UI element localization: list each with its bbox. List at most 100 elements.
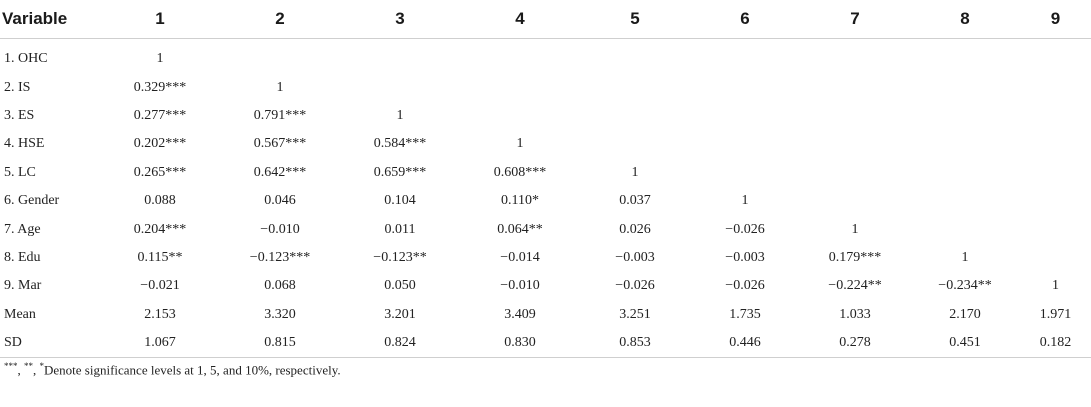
row-label: SD [0,328,100,359]
column-header-5: 5 [580,0,690,39]
table-cell [910,130,1020,158]
table-cell [1020,39,1091,74]
table-row: Mean 2.153 3.320 3.201 3.409 3.251 1.735 1.033 2… [0,301,1091,329]
table-row: 8. Edu 0.115** −0.123*** −0.123** −0.014 −0.0… [0,244,1091,272]
row-label: 6. Gender [4,193,60,209]
row-label: 8. Edu [4,249,41,265]
table-cell: 0.037 [619,193,651,209]
footnote-sup-3: * [39,361,45,371]
table-cell: 0.182 [1020,328,1091,359]
table-cell: 1 [156,51,164,67]
table-cell: 0.026 [619,221,651,237]
table-row: 3. ES 0.277*** 0.791*** 1 [0,102,1091,130]
table-cell: 0.567*** [253,136,307,152]
table-cell [580,73,690,101]
table-cell: 2.153 [144,306,176,322]
column-header-variable: Variable [0,0,100,39]
column-header-7: 7 [800,0,910,39]
table-cell [1020,130,1091,158]
table-cell [800,187,910,215]
table-cell: −0.010 [260,221,300,237]
table-cell: 1 [276,79,284,95]
footnote-sep-1: , [17,362,24,378]
row-label: 4. HSE [4,136,45,152]
table-cell [690,73,800,101]
table-cell: 2.170 [949,306,981,322]
row-label: 2. IS [4,79,31,95]
table-cell [690,130,800,158]
table-cell [690,159,800,187]
table-cell [910,39,1020,74]
row-label: 7. Age [4,221,41,237]
table-cell: 0.278 [800,328,910,359]
table-cell [690,102,800,130]
table-cell [340,73,460,101]
table-cell: 0.830 [460,328,580,359]
table-cell: −0.010 [500,278,540,294]
table-row: 7. Age 0.204*** −0.010 0.011 0.064** 0.026 −0.… [0,215,1091,243]
table-cell: 0.824 [340,328,460,359]
table-cell: 1.735 [729,306,761,322]
table-cell [690,39,800,74]
table-cell [1020,244,1091,272]
table-cell [340,39,460,74]
column-header-2: 2 [220,0,340,39]
table-cell: −0.026 [725,221,765,237]
column-header-6: 6 [690,0,800,39]
table-cell: 3.320 [264,306,296,322]
table-cell [800,130,910,158]
table-cell: 0.451 [910,328,1020,359]
table-row: 4. HSE 0.202*** 0.567*** 0.584*** 1 [0,130,1091,158]
table-cell: 0.277*** [133,107,187,123]
table-cell: 0.659*** [373,164,427,180]
header-row: Variable 1 2 3 4 5 6 7 8 9 [0,0,1091,39]
table-cell: 1 [741,193,749,209]
column-header-1: 1 [100,0,220,39]
table-cell: −0.021 [140,278,180,294]
table-cell: 1 [1052,278,1059,294]
table-cell: 3.201 [384,306,416,322]
table-cell: −0.123*** [249,249,311,265]
table-row: 9. Mar −0.021 0.068 0.050 −0.010 −0.026 −0.026… [0,272,1091,300]
footnote-sup-1: *** [4,361,18,371]
column-header-3: 3 [340,0,460,39]
table-cell: 0.446 [690,328,800,359]
table-cell [1020,102,1091,130]
table-cell: −0.123** [373,249,427,265]
table-cell [910,102,1020,130]
table-cell [800,102,910,130]
table-cell [910,215,1020,243]
table-cell: −0.014 [500,249,540,265]
table-cell: 1.971 [1039,306,1072,322]
table-cell [910,73,1020,101]
table-cell: 1 [516,136,524,152]
table-cell: 1.067 [100,328,220,359]
table-cell [1020,159,1091,187]
table-cell: 0.046 [264,193,296,209]
table-row: 1. OHC 1 [0,39,1091,74]
table-cell [460,102,580,130]
table-cell: 0.608*** [493,164,547,180]
table-cell: 0.791*** [253,107,307,123]
row-label: 1. OHC [4,51,48,67]
row-label: 5. LC [4,164,36,180]
table-cell: 1 [396,107,404,123]
table-cell [580,102,690,130]
table-cell: 0.104 [384,193,416,209]
table-cell: 0.011 [384,221,416,237]
table-cell: 3.251 [619,306,651,322]
table-cell [580,39,690,74]
table-cell: 0.110* [501,193,539,209]
table-row: 6. Gender 0.088 0.046 0.104 0.110* 0.037 1 [0,187,1091,215]
table-cell: 0.815 [220,328,340,359]
correlation-table: Variable 1 2 3 4 5 6 7 8 9 1. OHC 1 2. IS 0.329*** 1 3… [0,0,1091,359]
table-cell: 1 [631,164,639,180]
table-cell: 1 [961,249,969,265]
table-cell: 0.088 [144,193,176,209]
table-cell: −0.234** [938,278,992,294]
table-cell [800,159,910,187]
table-cell: 0.329*** [133,79,187,95]
table-cell: −0.224** [828,278,882,294]
table-cell: 0.204*** [133,221,187,237]
table-cell: 0.584*** [373,136,427,152]
